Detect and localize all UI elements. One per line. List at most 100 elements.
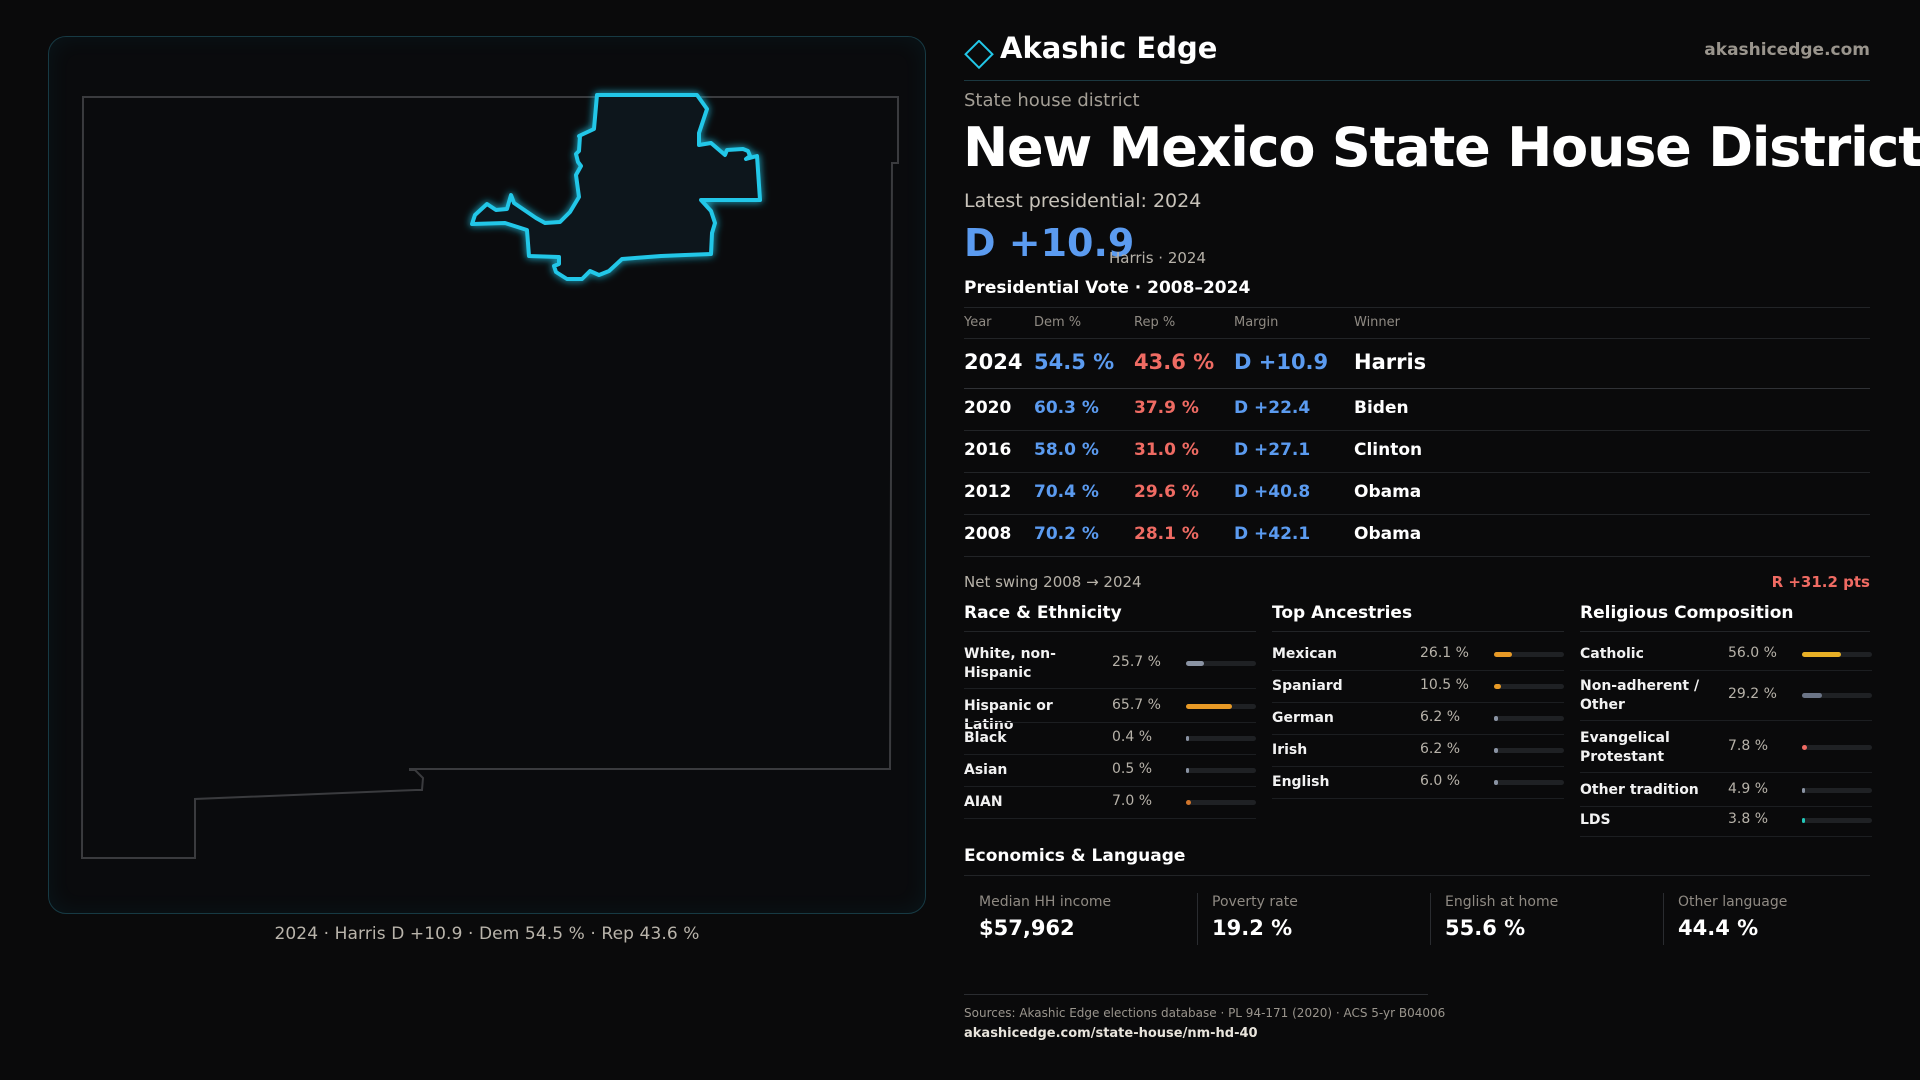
vote-cell-dem: 54.5 % (1034, 350, 1115, 374)
sources-text: Sources: Akashic Edge elections database… (964, 1006, 1446, 1020)
table-header-rule (964, 338, 1870, 339)
religion-bar-track (1802, 745, 1872, 750)
stat-divider (1663, 893, 1664, 945)
religion-row-rule (1580, 806, 1872, 807)
race-section-title: Race & Ethnicity (964, 603, 1122, 623)
ancestry-row-rule (1272, 670, 1564, 671)
col-header-year: Year (964, 315, 992, 330)
ancestry-section-title: Top Ancestries (1272, 603, 1413, 623)
race-pct: 0.4 % (1112, 729, 1153, 745)
ancestry-bar-track (1494, 780, 1564, 785)
stat-label: English at home (1445, 894, 1559, 910)
table-row-rule (964, 556, 1870, 557)
vote-cell-winner: Clinton (1354, 440, 1423, 460)
religion-label: Other tradition (1580, 782, 1699, 798)
religion-section-rule (1580, 631, 1870, 632)
district-map (80, 93, 899, 859)
religion-bar-track (1802, 818, 1872, 823)
race-bar-track (1186, 800, 1256, 805)
ancestry-row-rule (1272, 734, 1564, 735)
ancestry-pct: 10.5 % (1420, 677, 1469, 693)
ancestry-bar-track (1494, 652, 1564, 657)
brand-url[interactable]: akashicedge.com (1704, 40, 1870, 60)
economics-section-rule (964, 875, 1870, 876)
sources-divider (964, 994, 1428, 995)
diamond-outline-icon (964, 40, 994, 70)
religion-bar-track (1802, 652, 1872, 657)
vote-cell-winner: Biden (1354, 398, 1409, 418)
race-bar-fill (1186, 661, 1204, 666)
religion-bar-fill (1802, 652, 1842, 657)
race-row-rule (964, 722, 1256, 723)
ancestry-bar-fill (1494, 748, 1499, 753)
religion-bar-track (1802, 788, 1872, 793)
vote-cell-margin: D +10.9 (1234, 350, 1329, 374)
ancestry-bar-fill (1494, 716, 1499, 721)
ancestry-bar-fill (1494, 780, 1499, 785)
ancestry-row-rule (1272, 766, 1564, 767)
race-bar-fill (1186, 736, 1189, 741)
vote-cell-rep: 43.6 % (1134, 350, 1215, 374)
race-row-rule (964, 818, 1256, 819)
district-shape[interactable] (470, 93, 762, 281)
stat-label: Other language (1678, 894, 1788, 910)
ancestry-bar-fill (1494, 652, 1513, 657)
race-pct: 25.7 % (1112, 654, 1161, 670)
stat-divider (1430, 893, 1431, 945)
economics-section-title: Economics & Language (964, 846, 1186, 866)
race-label: Black (964, 730, 1007, 746)
vote-cell-year: 2008 (964, 524, 1012, 544)
table-row-rule (964, 472, 1870, 473)
religion-pct: 7.8 % (1728, 738, 1769, 754)
ancestry-pct: 26.1 % (1420, 645, 1469, 661)
ancestry-section-rule (1272, 631, 1564, 632)
vote-cell-year: 2016 (964, 440, 1012, 460)
stat-value: 55.6 % (1445, 916, 1526, 940)
vote-cell-winner: Obama (1354, 482, 1422, 502)
vote-cell-margin: D +22.4 (1234, 398, 1311, 418)
brand-name[interactable]: Akashic Edge (1000, 31, 1218, 65)
ancestry-label: Mexican (1272, 646, 1337, 662)
col-header-rep: Rep % (1134, 315, 1176, 330)
ancestry-row-rule (1272, 798, 1564, 799)
race-bar-fill (1186, 704, 1232, 709)
header-divider (964, 80, 1870, 81)
col-header-margin: Margin (1234, 315, 1279, 330)
ancestry-label: Irish (1272, 742, 1308, 758)
state-outline (80, 96, 899, 859)
religion-row-rule (1580, 670, 1872, 671)
vote-cell-margin: D +42.1 (1234, 524, 1311, 544)
race-bar-track (1186, 704, 1256, 709)
religion-bar-fill (1802, 693, 1823, 698)
ancestry-bar-track (1494, 716, 1564, 721)
religion-label: LDS (1580, 812, 1611, 828)
page-title: New Mexico State House District 40 (963, 116, 1920, 179)
race-section-rule (964, 631, 1256, 632)
vote-cell-rep: 29.6 % (1134, 482, 1199, 502)
religion-pct: 29.2 % (1728, 686, 1777, 702)
religion-row-rule (1580, 772, 1872, 773)
religion-pct: 4.9 % (1728, 781, 1769, 797)
ancestry-pct: 6.2 % (1420, 741, 1461, 757)
vote-cell-margin: D +27.1 (1234, 440, 1311, 460)
religion-bar-fill (1802, 745, 1808, 750)
vote-cell-margin: D +40.8 (1234, 482, 1311, 502)
sources-url[interactable]: akashicedge.com/state-house/nm-hd-40 (964, 1026, 1258, 1041)
col-header-winner: Winner (1354, 315, 1401, 330)
religion-section-title: Religious Composition (1580, 603, 1794, 623)
table-row-rule (964, 514, 1870, 515)
net-swing-label: Net swing 2008 → 2024 (964, 573, 1142, 591)
latest-margin-sub: Harris · 2024 (1109, 249, 1207, 267)
race-pct: 65.7 % (1112, 697, 1161, 713)
vote-cell-rep: 31.0 % (1134, 440, 1199, 460)
stat-label: Median HH income (979, 894, 1112, 910)
religion-row-rule (1580, 836, 1872, 837)
vote-table-title: Presidential Vote · 2008–2024 (964, 278, 1251, 298)
ancestry-label: Spaniard (1272, 678, 1343, 694)
ancestry-label: German (1272, 710, 1334, 726)
stat-value: 44.4 % (1678, 916, 1759, 940)
vote-cell-winner: Harris (1354, 350, 1427, 374)
vote-cell-year: 2020 (964, 398, 1012, 418)
vote-cell-dem: 58.0 % (1034, 440, 1099, 460)
race-row-rule (964, 786, 1256, 787)
